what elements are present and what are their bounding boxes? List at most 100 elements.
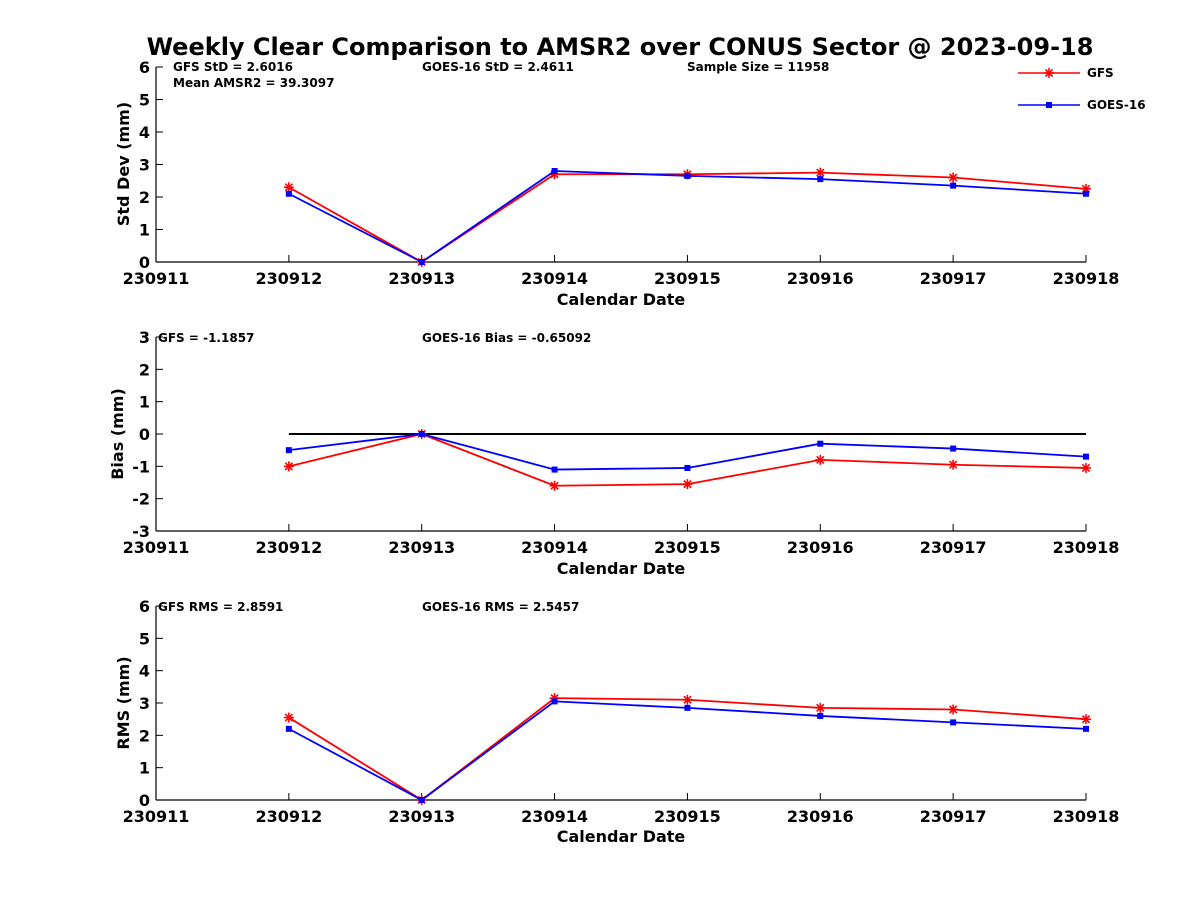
bias-x-tick-label: 230914 xyxy=(521,538,588,557)
rms-x-tick-label: 230915 xyxy=(654,807,721,826)
std-dev-x-tick-label: 230916 xyxy=(787,269,854,288)
bias-point-goes16 xyxy=(950,445,957,452)
std-dev-plot-area: 230911 230912 230913 230914 230915 230916 2309… xyxy=(123,58,1120,288)
std-dev-y-tick-label: 6 xyxy=(139,58,150,77)
mean-amsr2-annotation: Mean AMSR2 = 39.3097 xyxy=(173,76,334,90)
goes16-std-annotation: GOES-16 StD = 2.4611 xyxy=(422,60,574,74)
legend-marker-goes16-glyph xyxy=(1046,102,1052,108)
rms-x-tick-label: 230912 xyxy=(255,807,322,826)
std-dev-point-goes16 xyxy=(950,182,957,189)
bias-point-gfs xyxy=(549,480,560,491)
std-dev-point-goes16 xyxy=(1083,190,1089,197)
rms-series-line-gfs xyxy=(288,697,1087,802)
rms-series-line-goes16 xyxy=(288,700,1087,802)
rms-x-tick-label: 230918 xyxy=(1053,807,1120,826)
goes16-rms-annotation: GOES-16 RMS = 2.5457 xyxy=(422,600,579,614)
rms-point-goes16 xyxy=(684,704,691,711)
rms-panel: 230911 230912 230913 230914 230915 230916 2309… xyxy=(114,597,1119,846)
bias-x-tick-label: 230912 xyxy=(255,538,322,557)
goes16-bias-annotation: GOES-16 Bias = -0.65092 xyxy=(422,331,591,345)
std-dev-x-tick-label: 230911 xyxy=(123,269,190,288)
bias-series-line-gfs xyxy=(288,433,1087,487)
bias-x-tick-label: 230918 xyxy=(1053,538,1120,557)
bias-point-goes16 xyxy=(817,440,824,447)
gfs-rms-annotation: GFS RMS = 2.8591 xyxy=(158,600,283,614)
rms-y-tick-label: 0 xyxy=(139,791,150,810)
std-dev-x-tick-label: 230918 xyxy=(1053,269,1120,288)
std-dev-point-goes16 xyxy=(418,259,425,265)
std-dev-point-gfs xyxy=(948,172,959,183)
legend-label-gfs: GFS xyxy=(1087,66,1114,80)
rms-point-goes16 xyxy=(817,712,824,719)
rms-y-tick-label: 2 xyxy=(139,726,150,745)
bias-y-tick-label: -3 xyxy=(132,522,150,541)
std-dev-y-axis-label: Std Dev (mm) xyxy=(114,102,133,226)
bias-y-tick-label: 1 xyxy=(139,393,150,412)
rms-y-tick-label: 1 xyxy=(139,759,150,778)
std-dev-x-tick-label: 230917 xyxy=(920,269,987,288)
rms-point-gfs xyxy=(283,712,294,723)
bias-y-tick-label: 0 xyxy=(139,425,150,444)
bias-point-gfs xyxy=(283,461,294,472)
bias-point-gfs xyxy=(948,459,959,470)
bias-y-tick-label: -1 xyxy=(132,457,150,476)
std-dev-x-tick-label: 230912 xyxy=(255,269,322,288)
std-dev-panel: 230911 230912 230913 230914 230915 230916 2309… xyxy=(114,58,1119,309)
rms-x-tick-label: 230917 xyxy=(920,807,987,826)
bias-point-goes16 xyxy=(285,447,292,454)
rms-point-gfs xyxy=(682,694,693,705)
std-dev-y-tick-label: 5 xyxy=(139,91,150,110)
rms-y-tick-label: 4 xyxy=(139,662,150,681)
legend-marker-goes16 xyxy=(1046,102,1052,108)
legend-marker-gfs-glyph xyxy=(1044,68,1054,78)
legend: GFS GOES-16 xyxy=(1018,66,1146,112)
std-dev-point-gfs xyxy=(283,182,294,193)
rms-point-gfs xyxy=(948,704,959,715)
std-dev-y-tick-label: 1 xyxy=(139,221,150,240)
bias-panel: 230911 230912 230913 230914 230915 230916 2309… xyxy=(108,328,1119,578)
bias-y-tick-label: 2 xyxy=(139,360,150,379)
bias-plot-area: 230911 230912 230913 230914 230915 230916 2309… xyxy=(123,328,1120,557)
legend-marker-gfs xyxy=(1044,68,1054,78)
std-dev-x-axis-label: Calendar Date xyxy=(557,290,686,309)
bias-point-goes16 xyxy=(418,431,425,437)
std-dev-y-tick-label: 4 xyxy=(139,123,150,142)
gfs-bias-annotation: GFS = -1.1857 xyxy=(158,331,254,345)
bias-y-tick-label: -2 xyxy=(132,490,150,509)
std-dev-point-gfs xyxy=(815,167,826,178)
std-dev-series-line-goes16 xyxy=(288,170,1087,264)
bias-point-gfs xyxy=(682,479,693,490)
rms-point-goes16 xyxy=(285,725,292,732)
rms-point-goes16 xyxy=(950,719,957,726)
bias-x-axis-label: Calendar Date xyxy=(557,559,686,578)
bias-y-tick-label: 3 xyxy=(139,328,150,347)
rms-point-gfs xyxy=(1081,714,1091,725)
std-dev-point-goes16 xyxy=(551,168,558,174)
rms-x-tick-label: 230916 xyxy=(787,807,854,826)
rms-plot-area: 230911 230912 230913 230914 230915 230916 2309… xyxy=(123,597,1120,826)
std-dev-y-tick-label: 2 xyxy=(139,188,150,207)
bias-point-goes16 xyxy=(1083,453,1089,460)
figure-title: Weekly Clear Comparison to AMSR2 over CO… xyxy=(147,33,1094,61)
bias-point-goes16 xyxy=(684,464,691,471)
sample-size-annotation: Sample Size = 11958 xyxy=(687,60,829,74)
rms-x-tick-label: 230913 xyxy=(388,807,455,826)
rms-point-goes16 xyxy=(551,698,558,705)
std-dev-y-tick-label: 3 xyxy=(139,156,150,175)
rms-x-axis-label: Calendar Date xyxy=(557,827,686,846)
rms-x-tick-label: 230911 xyxy=(123,807,190,826)
legend-label-goes16: GOES-16 xyxy=(1087,98,1146,112)
bias-point-gfs xyxy=(815,454,826,465)
rms-y-axis-label: RMS (mm) xyxy=(114,656,133,749)
std-dev-point-goes16 xyxy=(285,190,292,197)
bias-x-tick-label: 230916 xyxy=(787,538,854,557)
rms-y-tick-label: 5 xyxy=(139,629,150,648)
std-dev-point-goes16 xyxy=(817,176,824,183)
rms-point-goes16 xyxy=(418,797,425,803)
rms-x-tick-label: 230914 xyxy=(521,807,588,826)
rms-y-tick-label: 6 xyxy=(139,597,150,616)
bias-x-tick-label: 230915 xyxy=(654,538,721,557)
gfs-std-annotation: GFS StD = 2.6016 xyxy=(173,60,293,74)
bias-y-axis-label: Bias (mm) xyxy=(108,388,127,480)
